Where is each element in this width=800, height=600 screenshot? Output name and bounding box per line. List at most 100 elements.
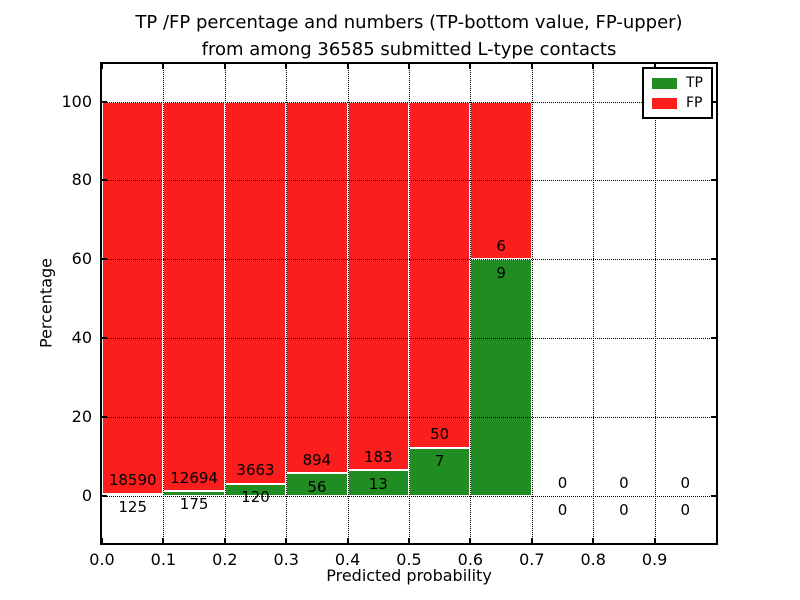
x-tick-mark	[162, 64, 165, 69]
tp-count-label: 0	[680, 500, 691, 519]
fp-count-label: 6	[496, 237, 506, 256]
y-tick-mark	[711, 495, 716, 498]
x-tick-mark	[285, 64, 288, 69]
y-tick-mark	[711, 337, 716, 340]
horizontal-gridline	[102, 180, 716, 182]
tp-count-label: 125	[118, 498, 148, 517]
y-tick-mark	[102, 495, 107, 498]
x-tick-label: 0.9	[641, 550, 668, 569]
fp-legend-swatch-icon	[652, 97, 677, 109]
tp-bar-segment	[409, 447, 471, 497]
fp-count-label: 50	[430, 425, 450, 444]
tp-count-label: 7	[434, 452, 445, 471]
fp-bar-segment	[163, 101, 225, 492]
y-tick-label: 20	[71, 407, 92, 427]
x-tick-mark	[530, 64, 533, 69]
x-axis-label: Predicted probability	[326, 566, 492, 585]
tp-count-label: 9	[496, 263, 506, 282]
x-tick-mark	[162, 538, 165, 543]
x-tick-mark	[223, 64, 226, 69]
x-tick-mark	[223, 538, 226, 543]
x-tick-mark	[469, 64, 472, 69]
tp-count-label: 175	[179, 495, 209, 514]
y-tick-mark	[711, 179, 716, 182]
vertical-gridline	[470, 64, 472, 543]
x-tick-mark	[285, 538, 288, 543]
y-tick-label: 0	[81, 486, 92, 506]
x-tick-label: 0.8	[580, 550, 606, 569]
legend-label-fp: FP	[686, 95, 703, 111]
x-tick-mark	[592, 538, 595, 543]
x-tick-label: 0.2	[212, 550, 238, 569]
horizontal-gridline	[102, 338, 716, 340]
tp-count-label: 56	[307, 477, 327, 496]
y-tick-mark	[102, 258, 107, 261]
x-tick-mark	[653, 538, 656, 543]
horizontal-gridline	[102, 101, 716, 103]
tp-bar-segment	[102, 493, 164, 497]
x-tick-label: 0.3	[273, 550, 299, 569]
legend: TP FP	[642, 67, 713, 119]
y-tick-mark	[102, 100, 107, 103]
y-tick-mark	[711, 258, 716, 261]
y-tick-mark	[711, 416, 716, 419]
chart-title: TP /FP percentage and numbers (TP-bottom…	[100, 9, 718, 63]
vertical-gridline	[347, 64, 349, 543]
fp-bar-segment	[347, 101, 409, 471]
fp-count-label: 3663	[236, 461, 275, 480]
legend-item-tp: TP	[650, 73, 705, 93]
fp-count-label: 0	[680, 473, 691, 492]
y-tick-mark	[102, 179, 107, 182]
tp-legend-swatch-icon	[652, 77, 677, 89]
x-tick-mark	[653, 64, 656, 69]
vertical-gridline	[593, 64, 595, 543]
fp-count-label: 894	[302, 450, 332, 469]
tp-count-label: 0	[619, 500, 629, 519]
legend-label-tp: TP	[686, 75, 703, 91]
x-tick-mark	[408, 538, 410, 543]
x-tick-mark	[101, 64, 103, 69]
x-tick-label: 0.7	[519, 550, 545, 569]
plot-area: 18590 125 12694 175 3663 120 894 56 183 13 50 7 6 9 0 0…	[100, 62, 718, 545]
fp-count-label: 0	[619, 473, 629, 492]
tp-count-label: 120	[241, 488, 270, 507]
y-tick-label: 60	[71, 249, 92, 269]
x-tick-mark	[346, 64, 349, 69]
y-tick-label: 80	[71, 170, 92, 190]
legend-item-fp: FP	[650, 93, 705, 113]
x-tick-mark	[408, 64, 410, 69]
y-tick-mark	[711, 100, 716, 103]
chart-title-line1: TP /FP percentage and numbers (TP-bottom…	[135, 12, 683, 33]
y-tick-label: 100	[61, 91, 92, 111]
x-tick-mark	[346, 538, 349, 543]
x-tick-label: 0.1	[150, 550, 177, 569]
y-tick-mark	[102, 416, 107, 419]
fp-count-label: 0	[557, 473, 568, 492]
horizontal-gridline	[102, 417, 716, 419]
tp-bar-segment	[347, 470, 409, 497]
fp-bar-segment	[409, 101, 471, 448]
plot-canvas: 18590 125 12694 175 3663 120 894 56 183 13 50 7 6 9 0 0…	[101, 64, 716, 543]
tp-count-label: 13	[368, 474, 388, 493]
vertical-gridline	[654, 64, 656, 543]
x-tick-label: 0.5	[396, 550, 422, 569]
fp-count-label: 12694	[170, 468, 218, 487]
vertical-gridline	[224, 64, 226, 543]
x-tick-label: 0.0	[89, 550, 115, 569]
x-tick-label: 0.6	[457, 550, 484, 569]
fp-bar-segment	[286, 101, 348, 474]
y-tick-label: 40	[71, 328, 92, 348]
tp-bar-segment	[470, 259, 532, 497]
fp-bar-segment	[470, 101, 532, 260]
x-tick-mark	[530, 538, 533, 543]
y-tick-mark	[102, 337, 107, 340]
horizontal-gridline	[102, 496, 716, 498]
fp-count-label: 18590	[108, 471, 157, 490]
vertical-gridline	[409, 64, 410, 543]
x-tick-mark	[469, 538, 472, 543]
x-tick-label: 0.4	[334, 550, 361, 569]
x-tick-mark	[101, 538, 103, 543]
x-tick-mark	[592, 64, 595, 69]
horizontal-gridline	[102, 259, 716, 261]
